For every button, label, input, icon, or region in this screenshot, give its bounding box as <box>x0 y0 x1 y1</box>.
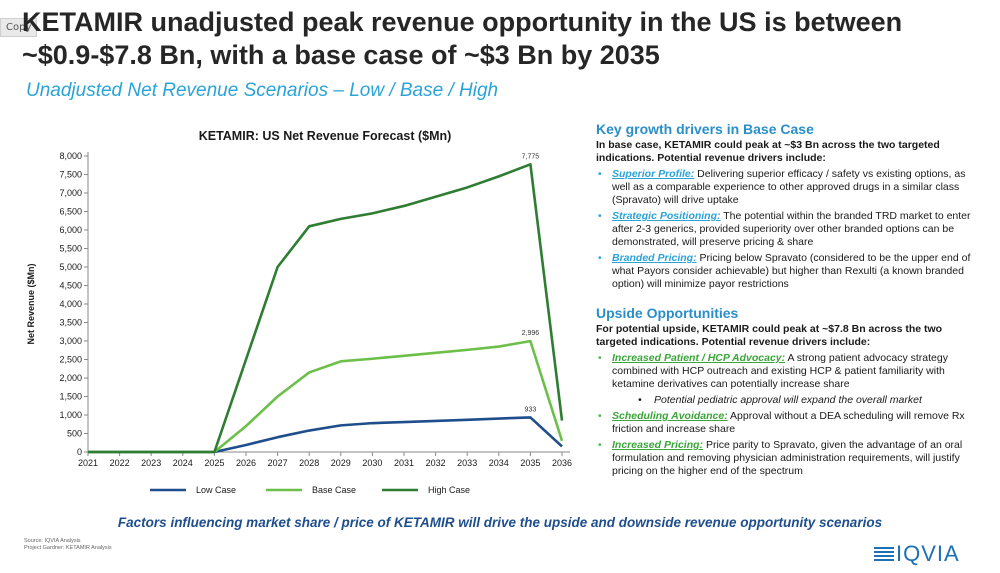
upside-text: A strong patient advocacy strategy combi… <box>612 352 948 390</box>
x-tick-label: 2030 <box>362 458 382 468</box>
upside-label: Scheduling Avoidance: <box>612 410 728 422</box>
x-tick-label: 2033 <box>457 458 477 468</box>
x-tick-label: 2032 <box>426 458 446 468</box>
bullet-icon: • <box>598 210 602 222</box>
legend-label: High Case <box>428 485 470 495</box>
y-tick-label: 4,500 <box>59 281 82 291</box>
x-tick-label: 2028 <box>299 458 319 468</box>
bullet-icon: • <box>598 252 602 264</box>
x-tick-label: 2031 <box>394 458 414 468</box>
driver-text: The potential within the branded TRD mar… <box>612 210 971 248</box>
y-tick-label: 6,000 <box>59 225 82 235</box>
x-tick-label: 2023 <box>141 458 161 468</box>
data-label: 2,996 <box>522 330 540 337</box>
source-note: Source: IQVIA Analysis Project Gardner: … <box>24 538 112 552</box>
y-tick-label: 1,500 <box>59 392 82 402</box>
y-tick-label: 0 <box>77 447 82 457</box>
driver-label: Superior Profile: <box>612 168 695 180</box>
legend-label: Low Case <box>196 485 236 495</box>
driver-text: Delivering superior efficacy / safety vs… <box>612 168 966 206</box>
driver-label: Branded Pricing: <box>612 252 697 264</box>
upside-list: • Increased Patient / HCP Advocacy: A str… <box>596 352 980 391</box>
x-tick-label: 2027 <box>268 458 288 468</box>
logo-mark-icon <box>874 547 894 561</box>
iqvia-logo: IQVIA <box>874 541 960 567</box>
copy-button[interactable]: Copy <box>0 18 38 37</box>
x-tick-label: 2021 <box>78 458 98 468</box>
drivers-list: • Superior Profile: Delivering superior e… <box>596 168 980 291</box>
x-tick-label: 2025 <box>204 458 224 468</box>
bullet-icon: • <box>598 168 602 180</box>
y-tick-label: 5,500 <box>59 244 82 254</box>
y-tick-label: 2,000 <box>59 373 82 383</box>
subnote-text: Potential pediatric approval will expand… <box>654 394 922 406</box>
drivers-panel: Key growth drivers in Base Case In base … <box>596 121 980 481</box>
y-tick-label: 3,000 <box>59 336 82 346</box>
source-line: Source: IQVIA Analysis <box>24 538 81 544</box>
y-tick-label: 3,500 <box>59 318 82 328</box>
upside-text: Price parity to Spravato, given the adva… <box>612 439 963 477</box>
upside-list-2: • Scheduling Avoidance: Approval without … <box>596 410 980 478</box>
chart-title: KETAMIR: US Net Revenue Forecast ($Mn) <box>199 129 452 143</box>
y-tick-label: 8,000 <box>59 151 82 161</box>
driver-item: • Superior Profile: Delivering superior e… <box>596 168 980 207</box>
bullet-icon: • <box>598 352 602 364</box>
y-tick-label: 7,000 <box>59 188 82 198</box>
upside-label: Increased Patient / HCP Advocacy: <box>612 352 786 364</box>
y-tick-label: 1,000 <box>59 410 82 420</box>
y-axis-label: Net Revenue ($Mn) <box>26 263 36 344</box>
x-tick-label: 2026 <box>236 458 256 468</box>
data-label: 933 <box>525 406 537 413</box>
x-tick-label: 2034 <box>489 458 509 468</box>
y-tick-label: 6,500 <box>59 207 82 217</box>
upside-text: Approval without a DEA scheduling will r… <box>612 410 965 435</box>
upside-lead: For potential upside, KETAMIR could peak… <box>596 323 943 348</box>
data-label: 7,775 <box>522 153 540 160</box>
x-tick-label: 2029 <box>331 458 351 468</box>
y-tick-label: 2,500 <box>59 355 82 365</box>
legend-label: Base Case <box>312 485 356 495</box>
logo-text: IQVIA <box>896 541 960 566</box>
upside-label: Increased Pricing: <box>612 439 704 451</box>
bullet-icon: • <box>598 439 602 451</box>
y-tick-label: 5,000 <box>59 262 82 272</box>
upside-item: • Scheduling Avoidance: Approval without … <box>596 410 980 436</box>
bullet-icon: • <box>598 410 602 422</box>
series-line-low-case <box>88 416 563 454</box>
y-tick-label: 500 <box>67 429 82 439</box>
driver-item: • Branded Pricing: Pricing below Spravato… <box>596 252 980 291</box>
driver-text: Pricing below Spravato (considered to be… <box>612 252 971 290</box>
upside-item: • Increased Patient / HCP Advocacy: A str… <box>596 352 980 391</box>
drivers-lead: In base case, KETAMIR could peak at ~$3 … <box>596 139 940 164</box>
drivers-heading: Key growth drivers in Base Case <box>596 121 814 137</box>
page-title: KETAMIR unadjusted peak revenue opportun… <box>22 7 903 70</box>
y-tick-label: 4,000 <box>59 299 82 309</box>
upside-heading: Upside Opportunities <box>596 305 739 321</box>
upside-subnote: • Potential pediatric approval will expan… <box>596 394 980 407</box>
chart-svg: KETAMIR: US Net Revenue Forecast ($Mn) Ne… <box>26 129 572 495</box>
footer-note: Factors influencing market share / price… <box>117 515 883 530</box>
x-tick-label: 2024 <box>173 458 193 468</box>
series-line-base-case <box>88 339 564 454</box>
bullet-icon: • <box>638 394 642 406</box>
revenue-chart: KETAMIR: US Net Revenue Forecast ($Mn) Ne… <box>10 118 575 508</box>
series-line-high-case <box>88 163 564 454</box>
page-subtitle: Unadjusted Net Revenue Scenarios – Low /… <box>26 80 499 101</box>
y-tick-label: 7,500 <box>59 170 82 180</box>
driver-label: Strategic Positioning: <box>612 210 721 222</box>
driver-item: • Strategic Positioning: The potential wi… <box>596 210 980 249</box>
x-tick-label: 2036 <box>552 458 572 468</box>
source-line: Project Gardner: KETAMIR Analysis <box>24 545 112 551</box>
x-tick-label: 2022 <box>110 458 130 468</box>
upside-item: • Increased Pricing: Price parity to Spra… <box>596 439 980 478</box>
x-tick-label: 2035 <box>520 458 540 468</box>
